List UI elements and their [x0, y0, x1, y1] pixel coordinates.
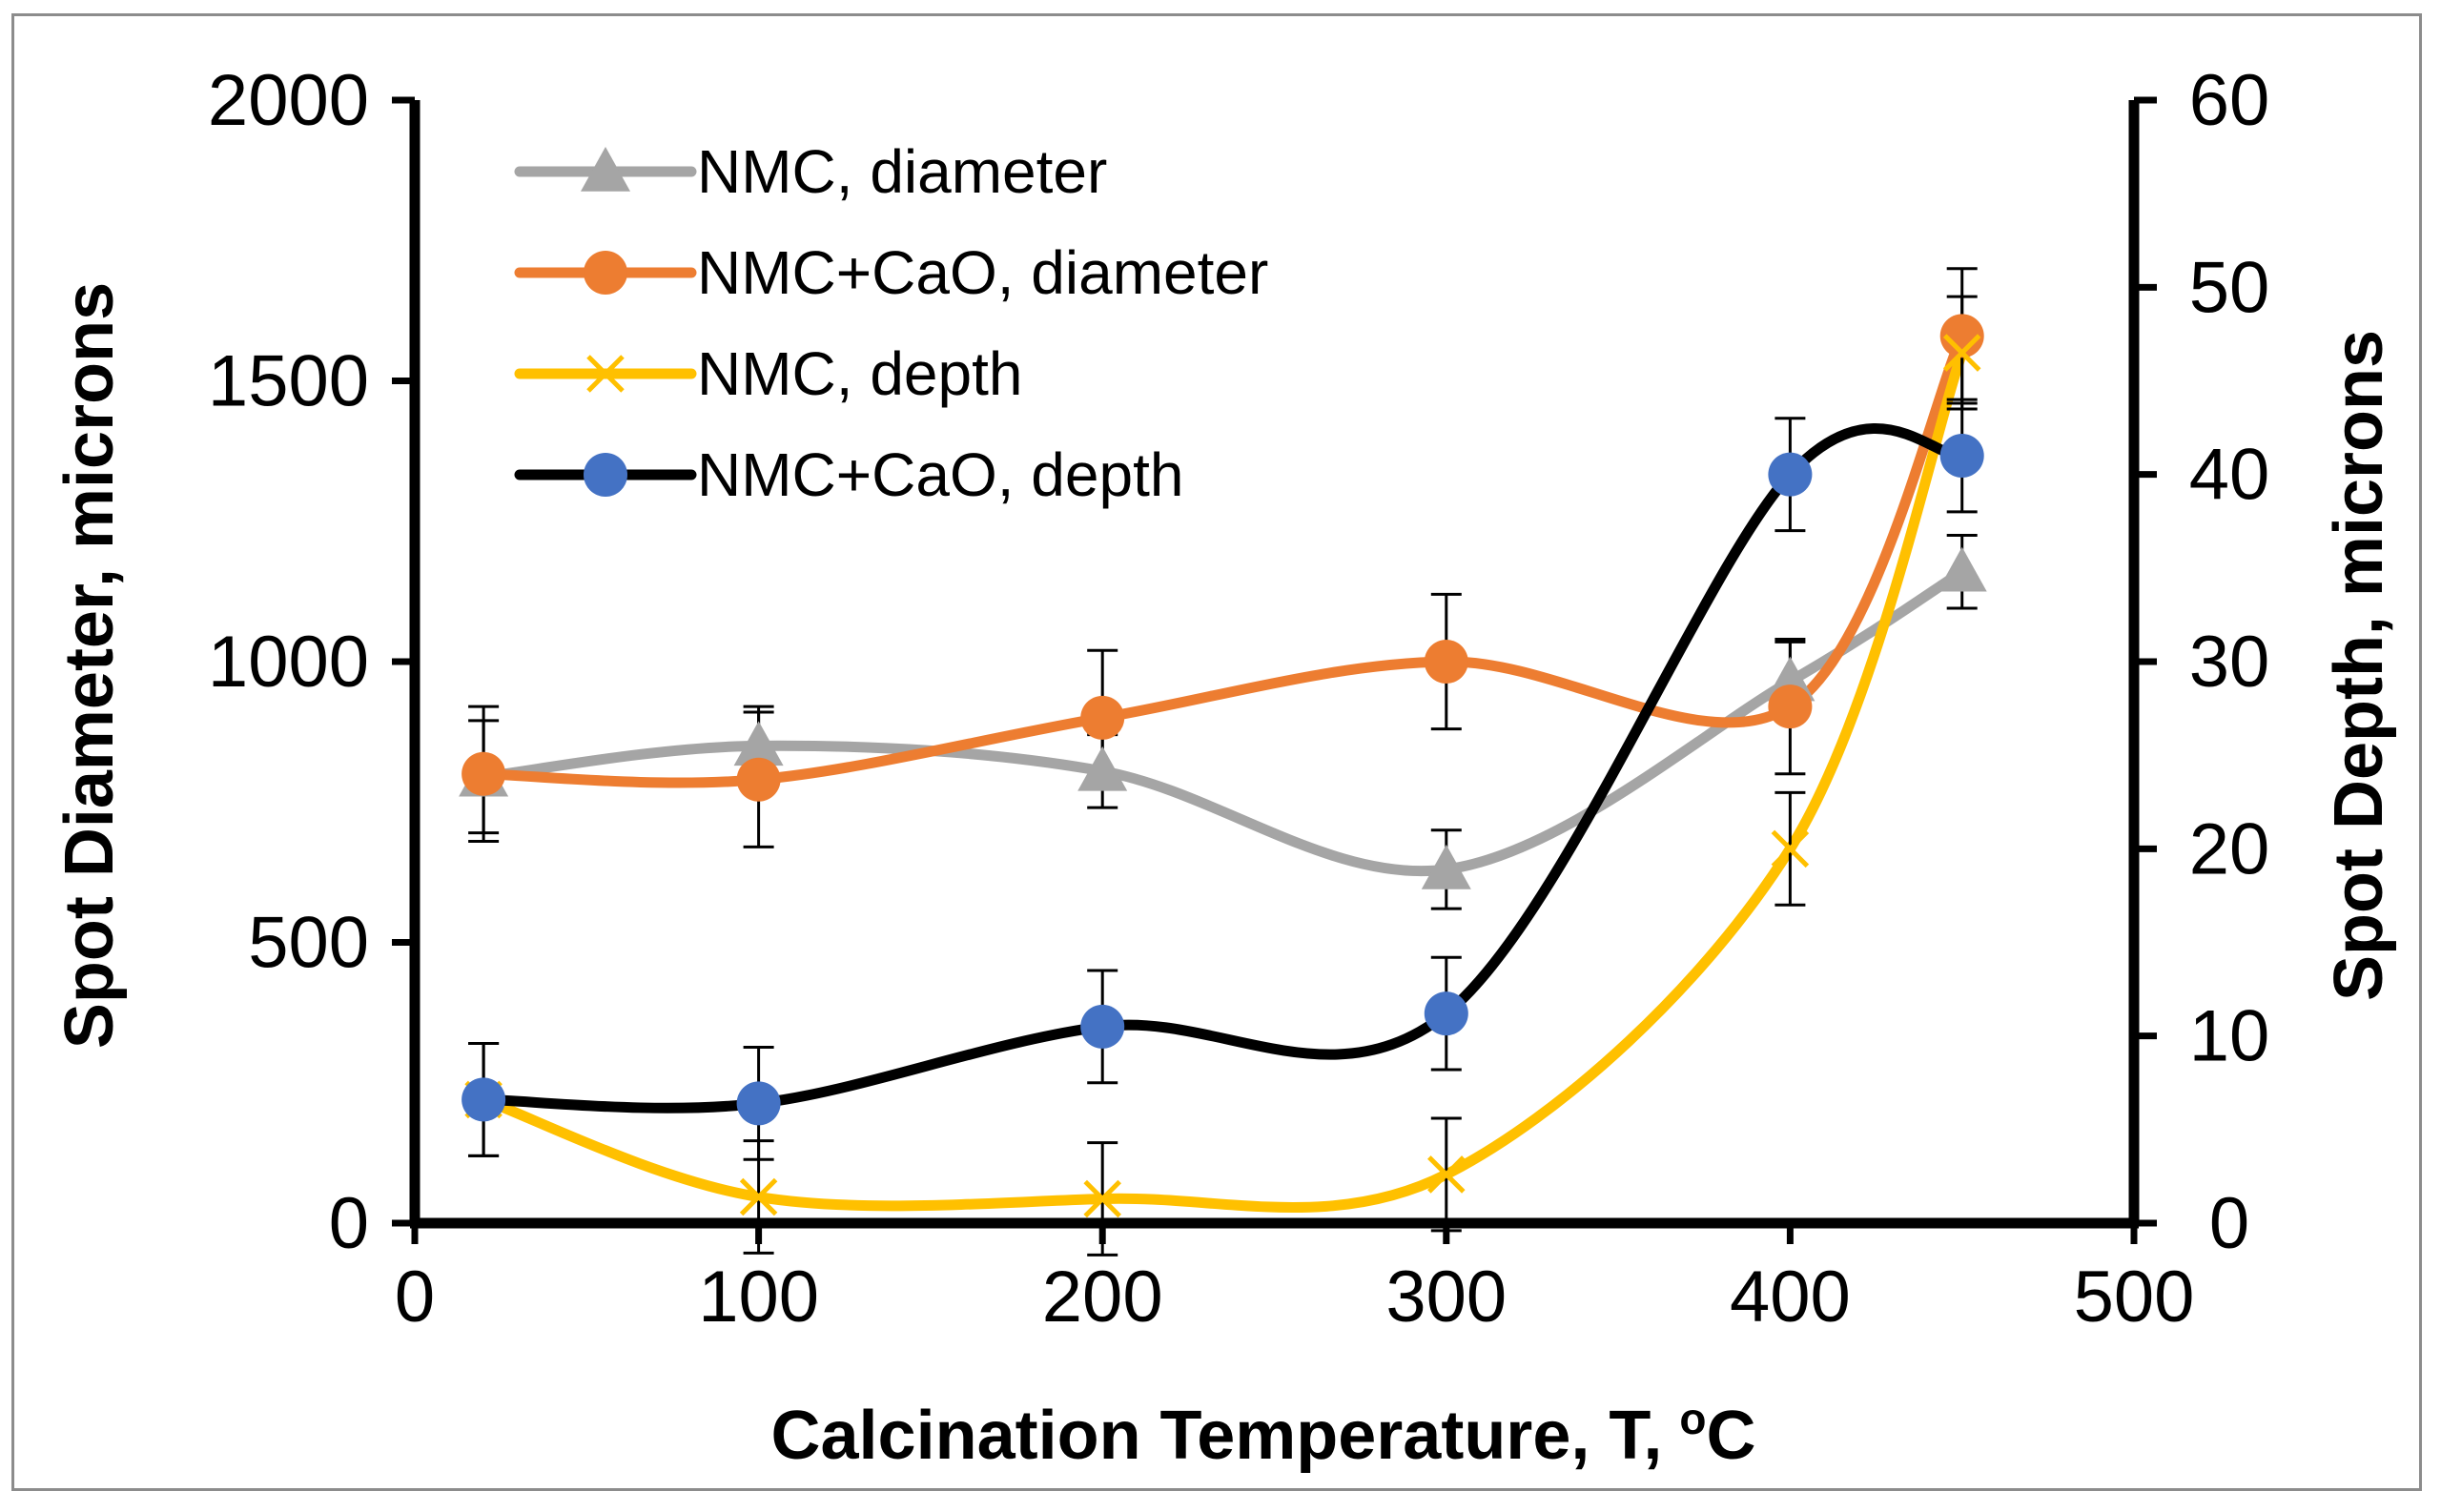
data-point-nmc-cao-diameter	[736, 757, 781, 802]
legend-label: NMC+CaO, depth	[697, 440, 1183, 509]
legend-item-nmc-depth: NMC, depth	[514, 339, 1022, 408]
legend-item-nmc-cao-diameter: NMC+CaO, diameter	[514, 238, 1268, 307]
legend-marker	[581, 147, 630, 192]
data-point-nmc-diameter	[1937, 546, 1987, 592]
legend-marker	[584, 251, 627, 295]
y-right-tick-label: 30	[2189, 622, 2270, 703]
data-point-nmc-cao-depth	[1424, 991, 1468, 1036]
x-axis-title: Calcination Temperature, T, oC	[771, 1394, 1756, 1474]
y-left-tick-label: 1500	[208, 341, 369, 422]
y-right-tick-label: 20	[2189, 808, 2270, 889]
data-point-nmc-cao-diameter	[1424, 640, 1468, 684]
y-axis-left-title: Spot Diameter, microns	[51, 282, 128, 1049]
x-marker-stroke	[1083, 1179, 1121, 1218]
data-point-nmc-cao-depth	[1768, 452, 1813, 497]
y-left-tick-label: 0	[329, 1183, 369, 1264]
y-left-tick-label: 500	[248, 903, 369, 984]
x-axis-title-degree: o	[1679, 1394, 1706, 1443]
data-point-nmc-cao-diameter	[1939, 314, 1984, 358]
data-point-nmc-diameter	[1421, 844, 1471, 889]
axes-layer: 0 100 200 300 400 500050010001500200001020304…	[208, 60, 2269, 1338]
y-right-tick-label: 0	[2209, 1183, 2249, 1264]
data-point-nmc-cao-depth	[1080, 1004, 1125, 1049]
legend-marker	[586, 355, 625, 393]
data-point-nmc-depth	[739, 1177, 778, 1216]
x-tick-label: 0	[395, 1257, 435, 1338]
x-tick-label: 500	[2074, 1257, 2195, 1338]
data-point-nmc-cao-depth	[736, 1081, 781, 1126]
legend-label: NMC, diameter	[697, 137, 1107, 206]
y-right-tick-label: 50	[2189, 247, 2270, 328]
x-marker-stroke	[1771, 829, 1810, 868]
data-point-nmc-cao-diameter	[1080, 695, 1125, 740]
x-axis-title-main: Calcination Temperature, T,	[771, 1398, 1663, 1474]
data-point-nmc-cao-diameter	[462, 751, 506, 796]
x-axis-title-unit: C	[1706, 1398, 1755, 1474]
x-tick-label: 200	[1042, 1257, 1163, 1338]
y-right-tick-label: 60	[2189, 60, 2270, 141]
data-point-nmc-cao-depth	[1939, 434, 1984, 479]
x-tick-label: 300	[1385, 1257, 1507, 1338]
x-tick-label: 100	[698, 1257, 819, 1338]
data-point-nmc-cao-depth	[462, 1077, 506, 1122]
legend: NMC, diameter NMC+CaO, diameter NMC, depth…	[514, 137, 1268, 509]
x-marker-stroke	[586, 355, 625, 393]
y-left-tick-label: 1000	[208, 622, 369, 703]
legend-item-nmc-diameter: NMC, diameter	[514, 137, 1107, 206]
data-point-nmc-depth	[1083, 1179, 1121, 1218]
x-marker-stroke	[739, 1177, 778, 1216]
y-right-tick-label: 10	[2189, 996, 2270, 1077]
data-point-nmc-cao-diameter	[1768, 684, 1813, 729]
series-line-nmc-cao-depth	[478, 423, 1968, 1114]
legend-marker	[584, 453, 627, 497]
legend-label: NMC, depth	[697, 339, 1022, 408]
legend-item-nmc-cao-depth: NMC+CaO, depth	[514, 440, 1183, 509]
x-tick-label: 400	[1730, 1257, 1851, 1338]
x-marker-stroke	[1942, 334, 1981, 372]
data-point-nmc-diameter	[1077, 746, 1128, 791]
y-left-tick-label: 2000	[208, 60, 369, 141]
x-marker-stroke	[1427, 1155, 1466, 1194]
series-layer	[459, 267, 1987, 1257]
y-right-tick-label: 40	[2189, 435, 2270, 516]
data-point-nmc-depth	[1771, 829, 1810, 868]
data-point-nmc-depth	[1427, 1155, 1466, 1194]
legend-label: NMC+CaO, diameter	[697, 238, 1268, 307]
y-axis-right-title: Spot Depth, microns	[2321, 330, 2397, 1001]
data-point-nmc-depth	[1942, 334, 1981, 372]
data-point-nmc-diameter	[733, 721, 784, 766]
